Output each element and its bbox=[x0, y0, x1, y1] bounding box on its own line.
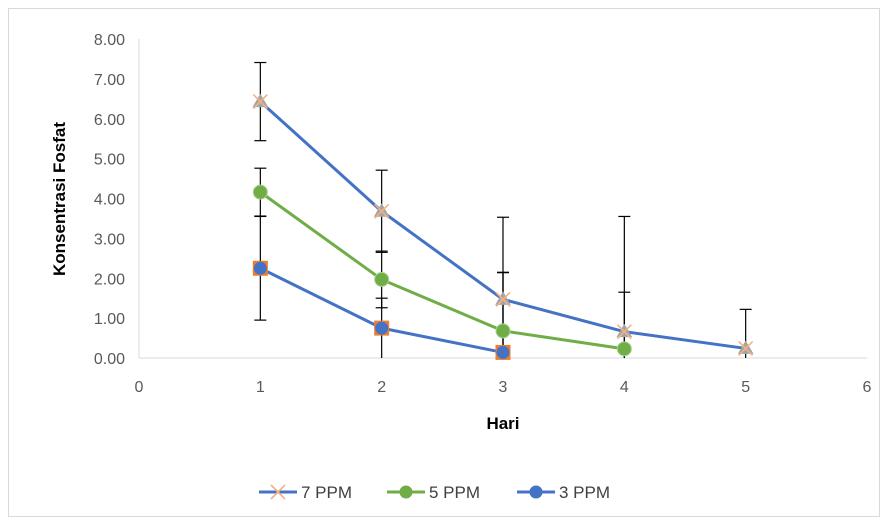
legend-item: 7 PPM bbox=[259, 483, 352, 502]
y-tick-label: 5.00 bbox=[94, 152, 125, 169]
y-tick-label: 2.00 bbox=[94, 271, 125, 288]
y-tick-label: 7.00 bbox=[94, 72, 125, 89]
legend-item: 5 PPM bbox=[387, 483, 480, 502]
x-tick-label: 6 bbox=[863, 379, 872, 396]
error-bars bbox=[254, 61, 752, 358]
y-tick-label: 4.00 bbox=[94, 192, 125, 209]
data-point bbox=[616, 323, 633, 340]
y-tick-label: 8.00 bbox=[94, 32, 125, 49]
data-point bbox=[737, 340, 754, 356]
chart-frame: 0.00 1.00 2.00 3.00 4.00 5.00 6.00 7.00 8.00 0 1 2… bbox=[8, 8, 880, 517]
legend-label: 7 PPM bbox=[301, 483, 352, 502]
x-tick-label: 5 bbox=[741, 379, 750, 396]
x-axis-title: Hari bbox=[486, 414, 519, 433]
data-point bbox=[373, 203, 390, 219]
error-bar bbox=[497, 272, 509, 358]
legend-label: 3 PPM bbox=[559, 483, 610, 502]
data-point bbox=[374, 271, 390, 287]
series-line bbox=[259, 190, 625, 351]
y-axis-title: Konsentrasi Fosfat bbox=[50, 122, 69, 276]
legend-label: 5 PPM bbox=[429, 483, 480, 502]
x-tick-label: 2 bbox=[377, 379, 386, 396]
data-point bbox=[495, 323, 511, 339]
chart-canvas: 0.00 1.00 2.00 3.00 4.00 5.00 6.00 7.00 8.00 0 1 2… bbox=[50, 32, 872, 502]
data-point bbox=[252, 184, 268, 200]
data-point bbox=[495, 344, 511, 360]
legend: 7 PPM 5 PPM 3 PPM bbox=[259, 483, 610, 502]
y-axis: 0.00 1.00 2.00 3.00 4.00 5.00 6.00 7.00 8.00 bbox=[94, 32, 140, 368]
x-tick-label: 4 bbox=[620, 379, 629, 396]
y-tick-label: 1.00 bbox=[94, 311, 125, 328]
x-tick-label: 1 bbox=[256, 379, 265, 396]
y-tick-label: 0.00 bbox=[94, 351, 125, 368]
data-point bbox=[616, 341, 632, 357]
series-markers bbox=[252, 93, 754, 360]
x-tick-label: 3 bbox=[499, 379, 508, 396]
x-axis: 0 1 2 3 4 5 6 bbox=[135, 357, 872, 396]
x-tick-label: 0 bbox=[135, 379, 144, 396]
data-point bbox=[252, 93, 269, 110]
data-point bbox=[495, 291, 511, 307]
data-point bbox=[252, 260, 268, 276]
y-tick-label: 3.00 bbox=[94, 231, 125, 248]
data-point bbox=[374, 320, 390, 336]
legend-item: 3 PPM bbox=[517, 483, 610, 502]
y-tick-label: 6.00 bbox=[94, 112, 125, 129]
